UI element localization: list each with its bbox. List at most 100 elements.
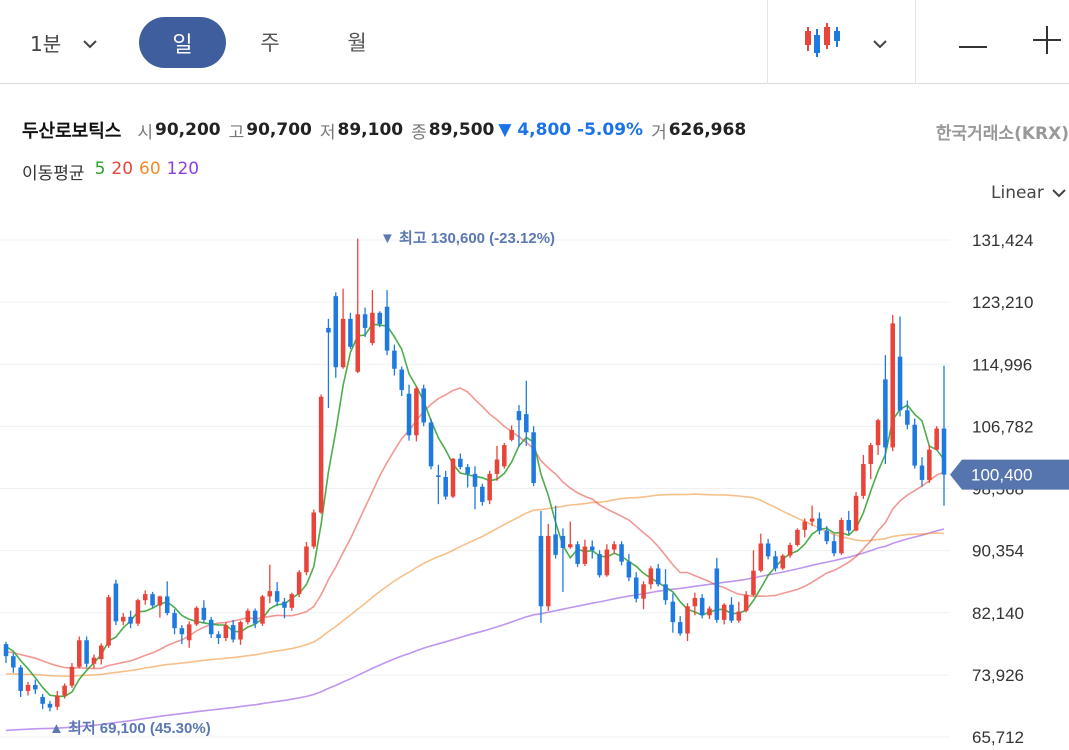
candle xyxy=(399,366,404,396)
candle-body xyxy=(362,314,368,328)
candle xyxy=(677,616,683,636)
candle xyxy=(509,425,514,442)
candle xyxy=(40,693,45,710)
candle xyxy=(707,606,712,620)
candle-body xyxy=(502,445,507,467)
candle xyxy=(33,679,38,694)
candle xyxy=(604,544,610,577)
period-tab-week[interactable]: 주 xyxy=(260,31,280,55)
candle-body xyxy=(611,544,617,550)
candle xyxy=(157,595,163,618)
candle-body xyxy=(370,312,375,344)
candle-body xyxy=(736,611,742,621)
candle xyxy=(480,483,485,506)
ma-legend-title: 이동평균 xyxy=(22,164,85,184)
scale-mode-dropdown[interactable]: Linear xyxy=(991,183,1066,203)
candle-body xyxy=(18,667,23,691)
y-tick-label: 82,140 xyxy=(972,604,1024,623)
candle-body xyxy=(289,594,295,608)
candle xyxy=(62,683,67,699)
exchange-name: 한국거래소(KRX) xyxy=(935,124,1069,144)
candle-body xyxy=(186,624,192,641)
candle-body xyxy=(91,657,97,664)
low-value: 89,100 xyxy=(337,120,404,140)
candle-body xyxy=(135,600,141,624)
close-label: 종 xyxy=(411,122,427,143)
volume-label: 거 xyxy=(651,122,667,143)
candle xyxy=(318,394,324,514)
candle xyxy=(531,426,536,486)
candle-body xyxy=(11,656,16,668)
candle xyxy=(3,641,9,663)
candle-body xyxy=(824,530,830,542)
candle xyxy=(589,540,595,559)
candle xyxy=(853,492,859,532)
ma-60-line xyxy=(5,493,945,678)
candle-body xyxy=(194,607,199,625)
zoom-out-button[interactable] xyxy=(945,0,1000,84)
high-value: 90,700 xyxy=(246,120,312,140)
candle-body xyxy=(84,640,89,664)
candle-body xyxy=(384,306,390,351)
candle xyxy=(692,592,698,616)
candle-body xyxy=(106,597,111,646)
candle xyxy=(765,538,771,560)
ma-20-line xyxy=(5,387,945,670)
interval-dropdown[interactable]: 1분 xyxy=(30,0,130,84)
y-tick-label: 123,210 xyxy=(972,293,1033,312)
candle xyxy=(340,288,346,369)
candle xyxy=(443,470,448,500)
period-tab-month[interactable]: 월 xyxy=(347,31,367,55)
ma-120-label: 120 xyxy=(166,159,200,179)
chart-annotations: 100,400 ▼ 최고 130,600 (-23.12%) ▲ 최저 69,100… xyxy=(49,229,1069,737)
plus-icon xyxy=(1033,25,1061,59)
y-tick-label: 90,354 xyxy=(972,542,1024,561)
low-annotation: ▲ 최저 69,100 (45.30%) xyxy=(49,719,211,737)
candle-body xyxy=(714,568,720,620)
period-tab-day[interactable]: 일 xyxy=(139,17,226,68)
candle-body xyxy=(641,584,646,599)
candle-body xyxy=(516,411,522,421)
candle xyxy=(919,457,925,487)
candle-body xyxy=(142,594,148,601)
candle-body xyxy=(846,520,852,531)
y-tick-label: 73,926 xyxy=(972,666,1024,685)
candle xyxy=(106,594,111,648)
candle xyxy=(890,315,895,452)
candle xyxy=(304,541,309,576)
candle-body xyxy=(326,327,331,333)
moving-average-legend: 이동평균 5 20 60 120 xyxy=(22,159,199,184)
candle-body xyxy=(436,475,441,477)
candle xyxy=(260,594,265,626)
candle-body xyxy=(480,486,485,502)
candle xyxy=(311,509,317,549)
price-change: ▼ 4,800 -5.09% xyxy=(498,120,644,140)
candle-body xyxy=(472,473,478,487)
candle-body xyxy=(33,684,38,690)
chart-type-dropdown[interactable] xyxy=(790,0,900,84)
stock-name: 두산로보틱스 xyxy=(22,121,122,142)
candle-body xyxy=(406,393,412,436)
candlestick-icon xyxy=(803,22,843,62)
candle-body xyxy=(729,604,734,621)
candle xyxy=(787,542,793,558)
candle xyxy=(472,466,478,510)
candle xyxy=(289,592,295,611)
candle xyxy=(458,453,463,470)
zoom-in-button[interactable] xyxy=(1022,0,1069,84)
ma-5-line xyxy=(5,323,945,698)
candle xyxy=(142,590,148,605)
candle-body xyxy=(392,350,397,369)
candle xyxy=(868,442,873,480)
candle-body xyxy=(164,596,170,614)
candle-body xyxy=(487,473,492,501)
candle-body xyxy=(274,591,280,602)
candle xyxy=(230,619,236,643)
candle xyxy=(934,426,939,451)
candle xyxy=(421,384,426,427)
candle-body xyxy=(40,697,45,704)
candle xyxy=(905,400,910,430)
candle-body xyxy=(677,622,683,634)
candle-body xyxy=(780,555,786,569)
